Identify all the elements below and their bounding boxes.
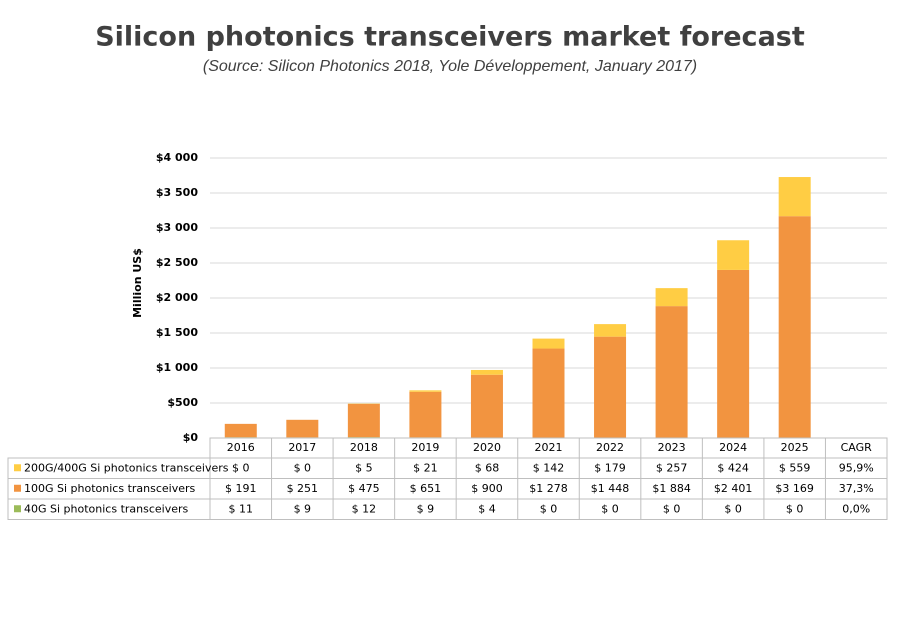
- bar-segment: [470, 369, 503, 375]
- table-value: $ 900: [471, 482, 503, 495]
- bar-segment: [717, 240, 750, 270]
- table-value: $3 169: [775, 482, 814, 495]
- table-value: $ 0: [724, 502, 742, 515]
- table-value: $ 251: [287, 482, 319, 495]
- table-value: $ 475: [348, 482, 380, 495]
- table-value: $ 179: [594, 461, 626, 474]
- table-value: $ 0: [663, 502, 681, 515]
- bar-segment: [655, 306, 688, 438]
- table-value: $ 9: [294, 502, 312, 515]
- x-tick-label: 2024: [719, 441, 747, 454]
- table-value: $ 424: [717, 461, 749, 474]
- bar-segment: [717, 269, 750, 438]
- y-tick-label: $3 500: [156, 186, 198, 199]
- x-tick-label: 2021: [535, 441, 563, 454]
- cagr-value: 95,9%: [839, 461, 874, 474]
- y-tick-label: $1 500: [156, 326, 198, 339]
- bar-segment: [532, 338, 565, 349]
- table-value: $ 9: [417, 502, 435, 515]
- table-value: $ 651: [410, 482, 442, 495]
- bar-segment: [594, 336, 627, 438]
- bar-segment: [409, 391, 442, 438]
- y-tick-label: $2 500: [156, 256, 198, 269]
- table-value: $ 12: [352, 502, 377, 515]
- cagr-header: CAGR: [841, 441, 873, 454]
- x-tick-label: 2020: [473, 441, 501, 454]
- table-value: $ 11: [229, 502, 254, 515]
- bar-segment: [224, 423, 257, 438]
- y-axis-label: Million US$: [131, 248, 144, 318]
- table-value: $ 0: [601, 502, 619, 515]
- x-tick-label: 2023: [658, 441, 686, 454]
- chart-subtitle: (Source: Silicon Photonics 2018, Yole Dé…: [203, 58, 697, 75]
- y-tick-label: $500: [167, 396, 198, 409]
- legend-swatch: [14, 505, 21, 513]
- x-tick-label: 2017: [288, 441, 316, 454]
- table-value: $ 68: [475, 461, 500, 474]
- table-value: $ 0: [786, 502, 804, 515]
- table-value: $ 559: [779, 461, 811, 474]
- x-tick-label: 2022: [596, 441, 624, 454]
- table-value: $ 0: [540, 502, 558, 515]
- bar-segment: [347, 403, 380, 438]
- x-tick-label: 2018: [350, 441, 378, 454]
- bar-segment: [470, 374, 503, 438]
- bar-segment: [286, 419, 319, 438]
- legend-swatch: [14, 484, 21, 492]
- legend-swatch: [14, 464, 21, 472]
- table-value: $ 257: [656, 461, 688, 474]
- bar-segment: [594, 324, 627, 337]
- y-tick-label: $3 000: [156, 221, 198, 234]
- cagr-value: 0,0%: [842, 502, 870, 515]
- table-value: $ 5: [355, 461, 373, 474]
- y-tick-label: $2 000: [156, 291, 198, 304]
- cagr-value: 37,3%: [839, 482, 874, 495]
- table-value: $1 448: [591, 482, 630, 495]
- bar-segment: [655, 288, 688, 307]
- table-value: $2 401: [714, 482, 753, 495]
- table-value: $1 884: [652, 482, 691, 495]
- table-value: $ 0: [232, 461, 250, 474]
- y-tick-label: $1 000: [156, 361, 198, 374]
- y-tick-label: $0: [183, 431, 199, 444]
- table-value: $ 0: [294, 461, 312, 474]
- y-tick-label: $4 000: [156, 151, 198, 164]
- table-value: $ 191: [225, 482, 257, 495]
- bar-segment: [778, 216, 811, 438]
- bar-segment: [778, 177, 811, 217]
- table-value: $ 21: [413, 461, 438, 474]
- table-value: $ 4: [478, 502, 496, 515]
- bar-segment: [532, 348, 565, 438]
- chart-title: Silicon photonics transceivers market fo…: [95, 22, 805, 53]
- legend-label: 40G Si photonics transceivers: [24, 502, 189, 515]
- table-value: $ 142: [533, 461, 565, 474]
- x-tick-label: 2016: [227, 441, 255, 454]
- legend-label: 100G Si photonics transceivers: [24, 482, 196, 495]
- legend-label: 200G/400G Si photonics transceivers: [24, 461, 229, 474]
- x-tick-label: 2025: [781, 441, 809, 454]
- bar-segment: [409, 390, 442, 392]
- table-value: $1 278: [529, 482, 568, 495]
- x-tick-label: 2019: [411, 441, 439, 454]
